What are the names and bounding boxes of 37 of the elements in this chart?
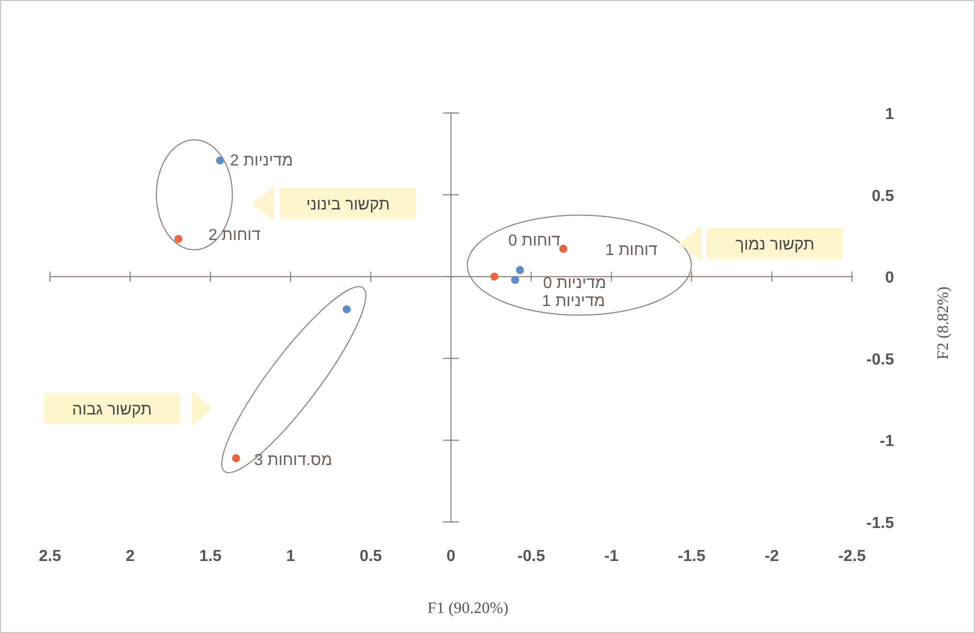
y-tick-label: -0.5 xyxy=(866,351,894,368)
annotation: מדיניות 1 xyxy=(542,293,605,310)
y-axis-title: F2 (8.82%) xyxy=(935,286,952,360)
y-tick-label: 0 xyxy=(885,270,894,287)
point xyxy=(490,272,498,281)
x-tick-label: -1.5 xyxy=(678,548,706,565)
x-tick-label: 1.5 xyxy=(199,548,222,565)
x-tick-label: -1 xyxy=(604,548,619,565)
x-tick-label: 0.5 xyxy=(360,548,382,565)
x-tick-label: -2 xyxy=(764,548,780,565)
x-tick-label: -0.5 xyxy=(517,548,546,565)
x-tick-label: 2.5 xyxy=(38,548,62,565)
annotation: תקשור נמוך xyxy=(736,236,814,254)
point xyxy=(342,305,351,314)
x-tick-label: 1 xyxy=(286,548,296,565)
annotation: תקשור גבוה xyxy=(72,402,152,418)
annotation: תקשור בינוני xyxy=(306,196,390,214)
point xyxy=(511,276,520,284)
annotation: דוחות 2 xyxy=(208,226,261,244)
point xyxy=(559,244,568,253)
y-tick-label: 1 xyxy=(885,106,894,123)
annotation: מס.דוחות 3 xyxy=(254,452,332,470)
annotation: דוחות 0 xyxy=(508,232,561,250)
y-tick-label: -1 xyxy=(880,433,894,450)
annotation: מדיניות 2 xyxy=(230,152,293,170)
y-tick-label: 0.5 xyxy=(872,188,894,205)
point xyxy=(216,156,224,164)
y-tick-label: -1.5 xyxy=(866,515,894,532)
annotation: מדיניות 0 xyxy=(543,274,606,292)
annotation: דוחות 1 xyxy=(605,242,658,259)
point xyxy=(174,234,182,243)
x-axis-title: F1 (90.20%) xyxy=(428,600,508,617)
x-tick-label: -2.5 xyxy=(838,548,866,565)
x-tick-label: 0 xyxy=(446,548,456,565)
x-tick-label: 2 xyxy=(126,548,135,565)
point xyxy=(232,454,240,462)
point xyxy=(516,266,524,274)
